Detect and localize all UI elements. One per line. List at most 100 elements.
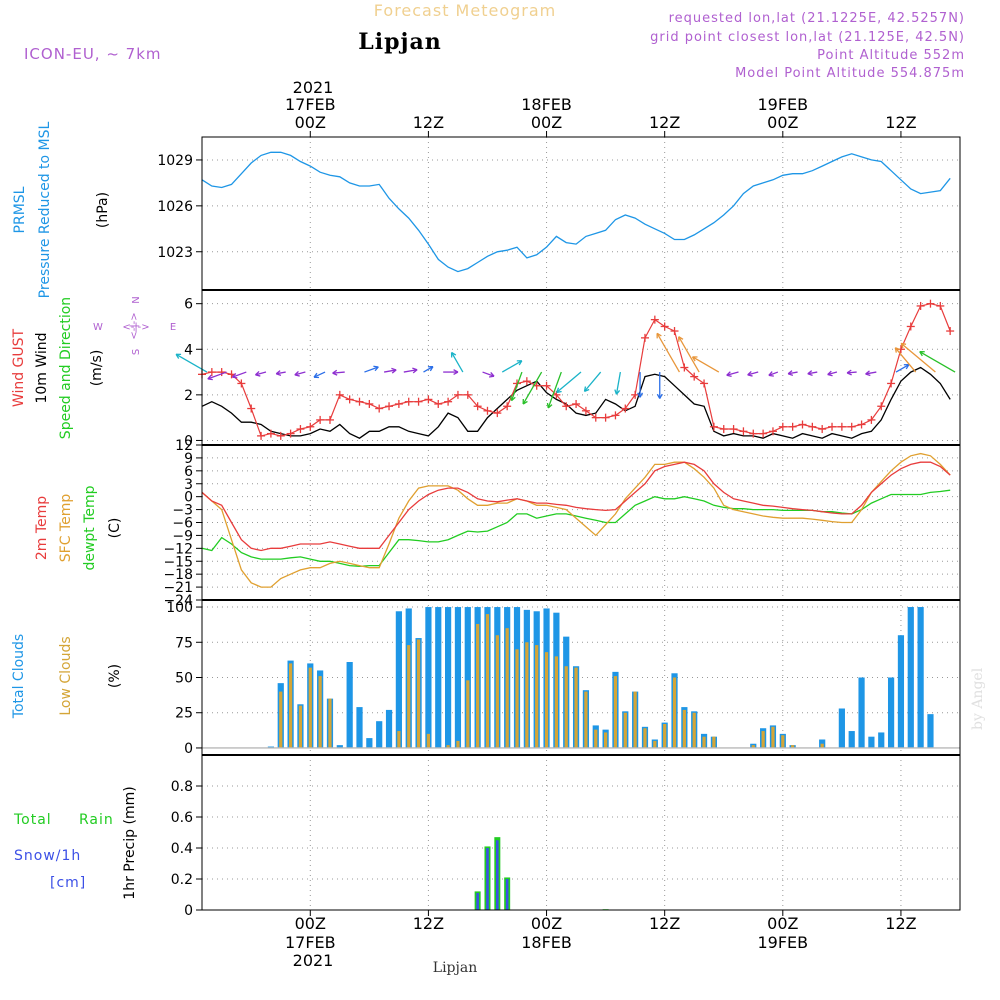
bottom-tick-label-5-0: 12Z [885,914,916,933]
gust-marker-70 [887,379,896,388]
wind-arrow-head-8-0 [373,365,379,368]
total-cloud-bar-68 [868,736,875,748]
low-cloud-bar-31 [505,628,509,748]
watermark: by Angel [970,667,986,730]
wind-arrow-head-14-1 [488,375,495,378]
bottom-tick-label-4-1: 19FEB [757,933,808,952]
clouds-ytick-label-0: 0 [184,741,193,757]
top-tick-label-0-0: 17FEB [285,95,336,114]
wind-arrow-shaft-17 [522,371,543,405]
wind-arrow-3 [255,370,267,377]
gust-marker-60 [788,422,797,431]
wind-arrow-head-28-1 [747,370,752,376]
temp-ytick-label-8: 0 [184,490,193,506]
total-cloud-bar-65 [838,708,845,748]
wind-arrow-shaft-28 [747,371,759,376]
total-cloud-bar-25 [445,607,452,748]
temp-ytick-label-11: 9 [184,451,193,467]
pressure-ytick-label-2: 1029 [157,153,193,169]
snow-bar-1 [486,848,489,910]
wind-arrow-head-31-1 [807,370,813,375]
location-title: Lipjan [358,29,441,55]
precip-label-total: Total [13,812,52,828]
pressure-panel: 1023 1026 1029 [157,137,960,290]
wind-ytick-label-2: 4 [184,342,193,358]
precip-panel: 0 0.2 0.4 0.6 0.8 [171,755,960,919]
compass-arrow-horizontal: <-|-> [122,322,149,333]
temp-ytick-label-0: −24 [163,593,193,609]
wind-arrow-head-13-1 [451,351,457,356]
low-cloud-bar-30 [495,635,499,748]
wind-arrow-head-27-1 [726,371,731,376]
temp-ytick-label-10: 6 [184,464,193,480]
gust-marker-49 [680,363,689,372]
wind-panel: 0 2 4 6 [175,290,960,449]
wind-arrow-head-34-1 [865,370,870,375]
low-cloud-bar-42 [613,676,618,748]
gust-marker-51 [700,379,709,388]
gust-marker-16 [355,397,364,406]
wind-speed-line [201,366,951,439]
compass-arrow-vertical: <-|-> [129,312,140,339]
temp-labels: 2m Temp SFC Temp dewpt Temp (C) [34,485,123,570]
wind-arrow-shaft-6 [313,371,326,378]
wind-arrow-head-29-0 [768,374,774,377]
pressure-grid [202,137,960,290]
panel-frame-1 [201,289,961,446]
total-cloud-bar-20 [395,611,402,748]
gust-marker-48 [670,327,679,336]
gust-marker-6 [257,431,266,440]
wind-arrow-head-24-1 [656,332,662,337]
wind-arrow-9 [384,367,397,374]
wind-arrow-38 [919,351,956,373]
wind-arrow-16 [510,371,523,402]
precip-y-axis: 0 0.2 0.4 0.6 0.8 [171,779,202,919]
grid-point-coords: grid point closest lon,lat (21.125E, 42.… [650,30,965,45]
low-cloud-bar-41 [604,732,608,748]
wind-arrow-23 [656,372,663,399]
clouds-ytick-label-3: 75 [175,635,193,651]
wind-arrow-shaft-26 [692,356,720,373]
wind-arrow-22 [637,372,644,398]
wind-arrow-14 [482,371,495,378]
low-cloud-bar-56 [751,745,755,748]
temp2m-line [201,461,951,552]
pressure-ytick-label-0: 1023 [157,245,193,261]
wind-arrow-20 [583,371,602,392]
gust-marker-2 [217,368,226,377]
temp-label-unit: (C) [107,518,123,539]
wind-arrow-head-28-0 [747,374,753,377]
temp-ytick-label-4: −12 [163,541,193,557]
wind-arrow-head-7-1 [332,369,338,374]
gust-marker-40 [591,413,600,422]
clouds-ytick-label-4: 100 [166,600,193,616]
low-cloud-bar-25 [446,745,450,748]
wind-arrow-head-30-1 [787,370,793,375]
gust-marker-38 [572,399,581,408]
compass-w: W [93,322,103,333]
total-cloud-bar-74 [927,714,934,748]
wind-arrow-head-18-0 [547,404,553,409]
wind-arrow-head-16-0 [511,396,516,402]
wind-arrow-shaft-18 [547,371,562,409]
wind-arrow-shaft-10 [403,369,418,373]
gust-marker-55 [739,427,748,436]
precip-ytick-label-4: 0.8 [171,779,193,795]
wind-arrow-33 [846,369,857,376]
top-tick-label-3-0: 12Z [649,113,680,132]
wind-arrow-head-21-1 [614,389,618,395]
bottom-tick-label-2-1: 18FEB [521,933,572,952]
snow-bar-0 [476,892,479,910]
wind-arrow-shaft-8 [364,366,379,373]
wind-arrow-shaft-27 [726,371,739,376]
wind-arrow-head-21-0 [615,390,621,395]
bottom-tick-label-3-0: 12Z [649,914,680,933]
wind-arrow-head-4-0 [276,373,282,376]
low-cloud-bar-46 [653,740,657,748]
wind-arrow-29 [768,371,779,377]
wind-ytick-label-0: 0 [184,433,193,449]
temp-grid [202,444,960,601]
snow-bar-2 [496,840,499,910]
